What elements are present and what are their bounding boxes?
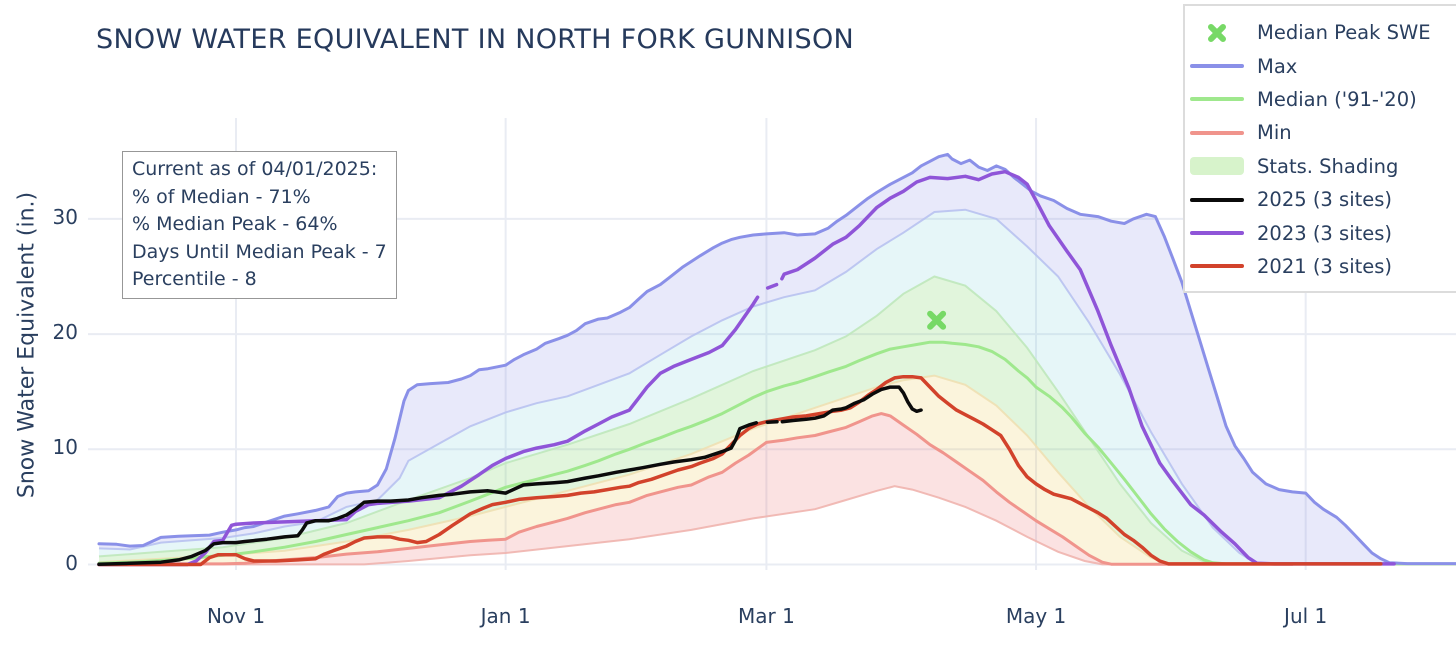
series-line-Max <box>97 152 1456 566</box>
legend-item-median-peak-swe[interactable]: Median Peak SWE <box>1185 16 1456 49</box>
y-tick-label: 30 <box>52 204 78 229</box>
median-peak-x-icon <box>1208 23 1226 42</box>
series-line-Median <box>97 340 1456 566</box>
line-swatch-icon <box>1190 97 1244 102</box>
legend-label: Stats. Shading <box>1257 154 1399 178</box>
y-tick-label: 0 <box>65 550 78 575</box>
series-line-2023 <box>765 282 779 290</box>
x-tick-label: Jul 1 <box>1284 604 1328 628</box>
legend-item-2025-3-sites-[interactable]: 2025 (3 sites) <box>1185 183 1456 216</box>
series-line-2025 <box>780 385 923 424</box>
annotation-line: % Median Peak - 64% <box>132 213 338 236</box>
series-line-2025 <box>765 419 779 424</box>
series-line-Min <box>97 412 1294 566</box>
stats-shading-band-p90-p70 <box>99 209 1456 564</box>
chart-title: SNOW WATER EQUIVALENT IN NORTH FORK GUNN… <box>96 24 855 55</box>
x-tick-label: Mar 1 <box>737 604 795 628</box>
line-swatch-icon <box>1190 130 1244 135</box>
band-edge-p_low <box>99 485 1456 566</box>
legend-label: 2021 (3 sites) <box>1257 254 1393 278</box>
annotation-line: Percentile - 8 <box>132 268 257 291</box>
median-peak-swe-marker <box>927 310 947 330</box>
y-tick-label: 10 <box>52 435 78 460</box>
shading-swatch-icon <box>1190 157 1244 176</box>
line-swatch-icon <box>1190 64 1244 69</box>
legend-label: Min <box>1257 121 1292 145</box>
legend-label: Max <box>1257 54 1298 78</box>
legend-label: Median ('91-'20) <box>1257 87 1417 111</box>
current-status-annotation: Current as of 04/01/2025: % of Median - … <box>122 151 397 299</box>
legend-item-2021-3-sites-[interactable]: 2021 (3 sites) <box>1185 250 1456 283</box>
series-line-2023 <box>97 295 760 567</box>
stats-shading-band-min-low <box>99 413 1456 565</box>
line-swatch-icon <box>1190 197 1244 202</box>
series-line-2023 <box>780 169 1396 566</box>
line-swatch-icon <box>1190 264 1244 269</box>
legend-item-2023-3-sites-[interactable]: 2023 (3 sites) <box>1185 216 1456 249</box>
legend-item-stats-shading[interactable]: Stats. Shading <box>1185 150 1456 183</box>
x-tick-label: May 1 <box>1005 604 1067 628</box>
legend-label: 2025 (3 sites) <box>1257 188 1393 212</box>
stats-shading-band-max-p90 <box>99 154 1456 564</box>
legend-item-median-91-20-[interactable]: Median ('91-'20) <box>1185 83 1456 116</box>
y-tick-label: 20 <box>52 320 78 345</box>
legend: Median Peak SWE Max Median ('91-'20) Min Sta… <box>1183 4 1456 294</box>
series-line-2025 <box>97 421 759 567</box>
series-line-2021 <box>97 374 1383 567</box>
annotation-line: Days Until Median Peak - 7 <box>132 240 387 263</box>
x-tick-label: Nov 1 <box>206 604 266 628</box>
x-tick-label: Jan 1 <box>480 604 531 628</box>
legend-label: 2023 (3 sites) <box>1257 221 1393 245</box>
band-edge-p70 <box>98 275 1456 565</box>
annotation-line: Current as of 04/01/2025: <box>132 158 378 180</box>
legend-item-max[interactable]: Max <box>1185 49 1456 82</box>
legend-item-min[interactable]: Min <box>1185 116 1456 149</box>
line-swatch-icon <box>1190 231 1244 236</box>
annotation-line: % of Median - 71% <box>132 185 311 208</box>
legend-label: Median Peak SWE <box>1257 21 1431 45</box>
